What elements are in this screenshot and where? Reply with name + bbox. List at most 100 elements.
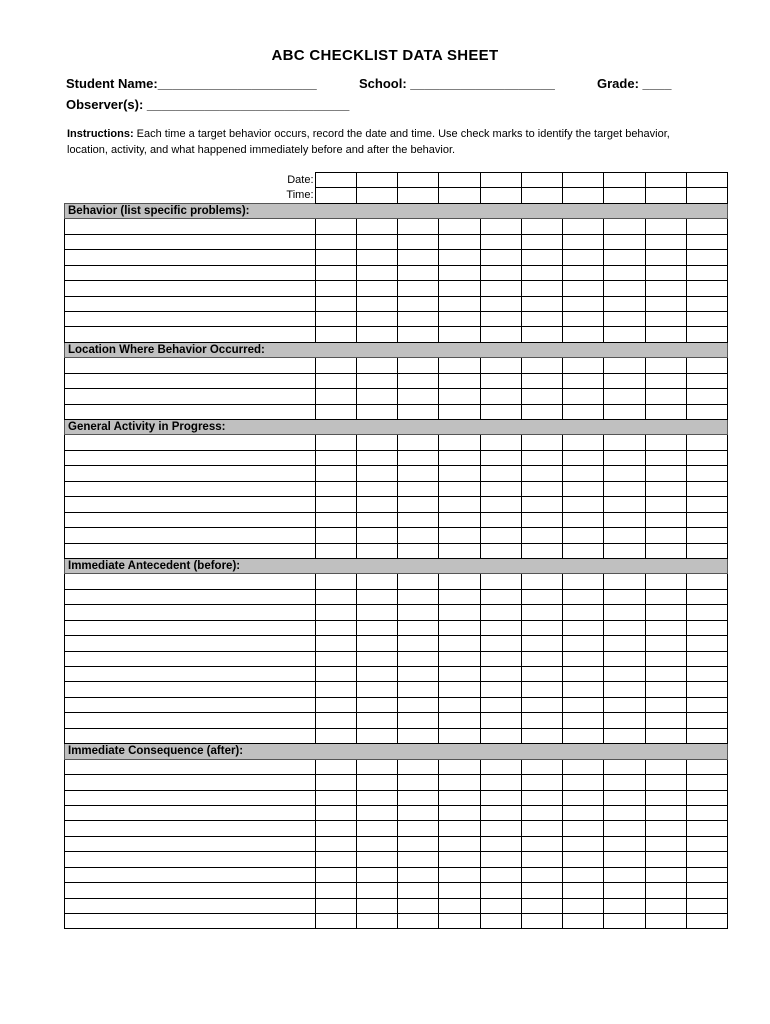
check-cell[interactable] xyxy=(520,449,564,467)
item-label-cell[interactable] xyxy=(64,665,316,683)
school-field[interactable]: School: ____________________ xyxy=(359,76,555,91)
item-label-cell[interactable] xyxy=(64,233,316,251)
check-cell[interactable] xyxy=(396,449,440,467)
item-label-cell[interactable] xyxy=(64,388,316,405)
check-cell[interactable] xyxy=(603,357,646,374)
check-cell[interactable] xyxy=(479,326,522,343)
check-cell[interactable] xyxy=(644,480,687,498)
check-cell[interactable] xyxy=(314,758,357,776)
check-cell[interactable] xyxy=(603,542,646,559)
check-cell[interactable] xyxy=(479,465,522,482)
item-label-cell[interactable] xyxy=(64,542,316,559)
check-cell[interactable] xyxy=(520,542,564,559)
check-cell[interactable] xyxy=(685,665,729,683)
check-cell[interactable] xyxy=(438,372,481,390)
check-cell[interactable] xyxy=(644,511,687,529)
check-cell[interactable] xyxy=(603,820,646,837)
check-cell[interactable] xyxy=(561,480,605,498)
check-cell[interactable] xyxy=(644,233,687,251)
check-cell[interactable] xyxy=(479,573,522,590)
check-cell[interactable] xyxy=(603,912,646,930)
check-cell[interactable] xyxy=(685,696,729,714)
check-cell[interactable] xyxy=(644,280,687,297)
item-label-cell[interactable] xyxy=(64,851,316,868)
time-cell[interactable] xyxy=(438,187,481,204)
check-cell[interactable] xyxy=(685,851,729,868)
check-cell[interactable] xyxy=(520,496,564,513)
date-cell[interactable] xyxy=(561,171,605,189)
check-cell[interactable] xyxy=(644,866,687,884)
check-cell[interactable] xyxy=(479,727,522,745)
check-cell[interactable] xyxy=(479,619,522,637)
check-cell[interactable] xyxy=(644,774,687,791)
check-cell[interactable] xyxy=(561,449,605,467)
check-cell[interactable] xyxy=(603,310,646,328)
check-cell[interactable] xyxy=(314,820,357,837)
check-cell[interactable] xyxy=(438,280,481,297)
check-cell[interactable] xyxy=(520,789,564,806)
check-cell[interactable] xyxy=(396,388,440,405)
check-cell[interactable] xyxy=(355,912,399,930)
check-cell[interactable] xyxy=(479,588,522,606)
check-cell[interactable] xyxy=(603,897,646,915)
check-cell[interactable] xyxy=(644,804,687,822)
check-cell[interactable] xyxy=(479,882,522,899)
check-cell[interactable] xyxy=(685,774,729,791)
check-cell[interactable] xyxy=(355,233,399,251)
check-cell[interactable] xyxy=(520,681,564,698)
check-cell[interactable] xyxy=(438,619,481,637)
check-cell[interactable] xyxy=(355,774,399,791)
check-cell[interactable] xyxy=(561,573,605,590)
check-cell[interactable] xyxy=(479,542,522,559)
check-cell[interactable] xyxy=(685,218,729,235)
check-cell[interactable] xyxy=(520,480,564,498)
check-cell[interactable] xyxy=(644,712,687,729)
item-label-cell[interactable] xyxy=(64,897,316,915)
check-cell[interactable] xyxy=(396,912,440,930)
check-cell[interactable] xyxy=(561,696,605,714)
check-cell[interactable] xyxy=(685,357,729,374)
check-cell[interactable] xyxy=(355,573,399,590)
check-cell[interactable] xyxy=(685,480,729,498)
check-cell[interactable] xyxy=(603,511,646,529)
check-cell[interactable] xyxy=(355,449,399,467)
check-cell[interactable] xyxy=(520,218,564,235)
check-cell[interactable] xyxy=(603,804,646,822)
check-cell[interactable] xyxy=(561,388,605,405)
check-cell[interactable] xyxy=(479,712,522,729)
date-cell[interactable] xyxy=(685,171,729,189)
check-cell[interactable] xyxy=(561,665,605,683)
check-cell[interactable] xyxy=(355,326,399,343)
item-label-cell[interactable] xyxy=(64,588,316,606)
check-cell[interactable] xyxy=(479,249,522,266)
check-cell[interactable] xyxy=(396,264,440,282)
check-cell[interactable] xyxy=(479,295,522,312)
item-label-cell[interactable] xyxy=(64,727,316,745)
check-cell[interactable] xyxy=(520,388,564,405)
check-cell[interactable] xyxy=(644,897,687,915)
check-cell[interactable] xyxy=(355,835,399,853)
check-cell[interactable] xyxy=(314,449,357,467)
item-label-cell[interactable] xyxy=(64,372,316,390)
check-cell[interactable] xyxy=(396,357,440,374)
check-cell[interactable] xyxy=(644,465,687,482)
check-cell[interactable] xyxy=(520,882,564,899)
time-cell[interactable] xyxy=(520,187,564,204)
check-cell[interactable] xyxy=(314,434,357,451)
check-cell[interactable] xyxy=(355,496,399,513)
check-cell[interactable] xyxy=(603,480,646,498)
check-cell[interactable] xyxy=(438,403,481,421)
check-cell[interactable] xyxy=(685,712,729,729)
check-cell[interactable] xyxy=(438,758,481,776)
check-cell[interactable] xyxy=(685,388,729,405)
item-label-cell[interactable] xyxy=(64,882,316,899)
check-cell[interactable] xyxy=(479,218,522,235)
check-cell[interactable] xyxy=(396,696,440,714)
check-cell[interactable] xyxy=(314,573,357,590)
check-cell[interactable] xyxy=(603,249,646,266)
check-cell[interactable] xyxy=(479,789,522,806)
check-cell[interactable] xyxy=(603,681,646,698)
check-cell[interactable] xyxy=(644,665,687,683)
item-label-cell[interactable] xyxy=(64,804,316,822)
check-cell[interactable] xyxy=(561,233,605,251)
